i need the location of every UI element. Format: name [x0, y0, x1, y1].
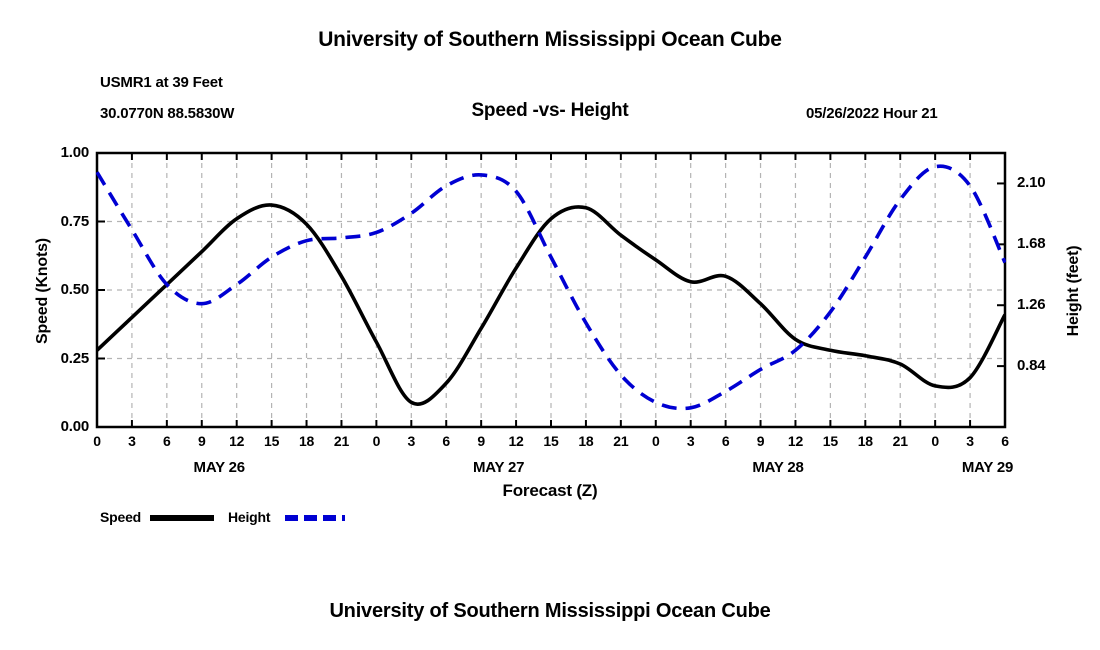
station-coordinates: 30.0770N 88.5830W — [100, 105, 235, 122]
x-tick-label: 3 — [966, 433, 974, 449]
x-tick-label: 3 — [128, 433, 136, 449]
x-tick-label: 3 — [407, 433, 416, 449]
x-tick-label: 6 — [163, 433, 171, 449]
x-tick-label: 9 — [197, 433, 206, 449]
x-tick-label: 21 — [333, 433, 350, 449]
x-tick-label: 18 — [578, 433, 594, 449]
legend-swatch-height — [285, 515, 345, 521]
station-info: USMR1 at 39 Feet — [100, 74, 223, 91]
y-tick-label-right: 2.10 — [1017, 174, 1046, 192]
x-tick-label: 12 — [508, 433, 524, 449]
x-tick-label: 18 — [857, 433, 873, 449]
x-day-label: MAY 28 — [752, 459, 804, 476]
data-curves — [96, 164, 1006, 411]
legend-swatch-speed — [150, 515, 214, 521]
x-tick-label: 6 — [442, 433, 451, 449]
x-tick-label: 9 — [477, 433, 485, 449]
gridlines — [97, 153, 1005, 427]
y-tick-label-left: 0.50 — [60, 281, 90, 298]
x-tick-label: 0 — [93, 433, 101, 449]
x-tick-label: 15 — [543, 433, 559, 449]
y-tick-label-left: 0.75 — [60, 212, 90, 230]
x-axis-label: Forecast (Z) — [502, 481, 598, 500]
x-tick-label: 6 — [721, 433, 730, 449]
x-tick-label: 0 — [372, 433, 381, 449]
x-tick-label: 15 — [264, 433, 280, 449]
x-day-label: MAY 26 — [193, 459, 246, 476]
y-tick-label-left: 0.00 — [60, 418, 90, 435]
y-tick-label-left: 0.25 — [60, 349, 90, 367]
footer-title: University of Southern Mississippi Ocean… — [329, 600, 771, 622]
y-tick-label-left: 1.00 — [60, 144, 90, 161]
plot-frame — [95, 151, 1007, 429]
x-tick-label: 6 — [1001, 433, 1009, 449]
y-tick-label-right: 1.26 — [1017, 296, 1046, 314]
x-tick-label: 15 — [822, 433, 838, 449]
y-tick-label-right: 1.68 — [1017, 235, 1046, 253]
x-day-label: MAY 27 — [472, 459, 525, 476]
x-tick-label: 12 — [787, 433, 804, 449]
x-tick-label: 18 — [298, 433, 315, 449]
chart-subtitle: Speed -vs- Height — [471, 100, 629, 121]
x-tick-label: 12 — [229, 433, 245, 449]
x-tick-label: 21 — [613, 433, 629, 449]
x-tick-label: 9 — [756, 433, 765, 449]
legend-label-speed: Speed — [100, 509, 142, 525]
legend-label-height: Height — [228, 509, 271, 525]
x-tick-label: 0 — [931, 433, 939, 449]
x-tick-label: 3 — [686, 433, 695, 449]
y-tick-label-right: 0.84 — [1017, 357, 1046, 375]
page-title: University of Southern Mississippi Ocean… — [318, 28, 782, 51]
x-tick-label: 0 — [651, 433, 660, 449]
forecast-timestamp: 05/26/2022 Hour 21 — [806, 105, 938, 122]
x-tick-label: 21 — [892, 433, 908, 449]
x-day-label: MAY 29 — [961, 459, 1014, 476]
